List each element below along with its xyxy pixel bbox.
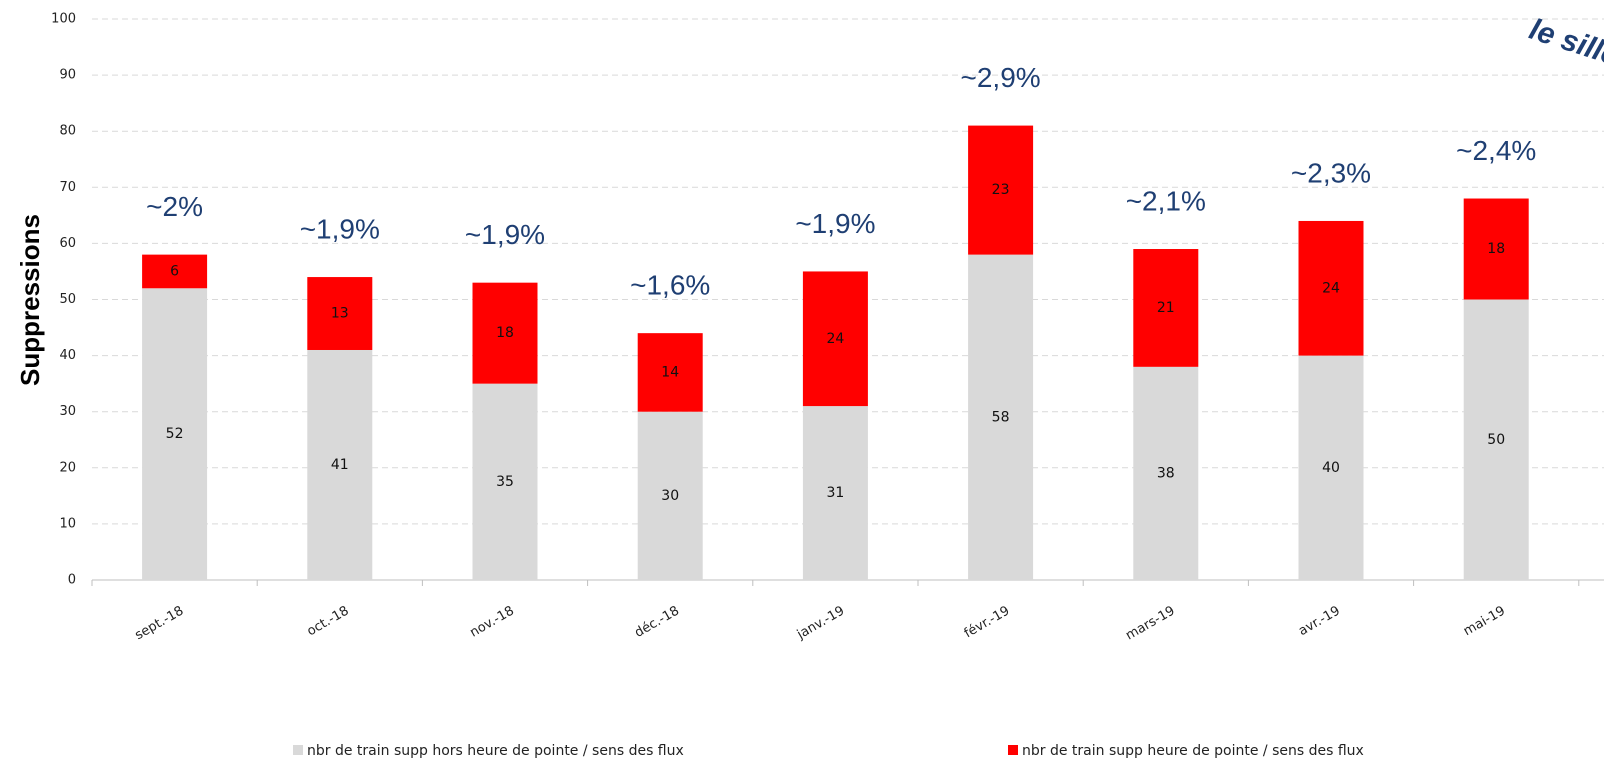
bar-segment <box>1133 249 1199 367</box>
annotation: ~1,9% <box>465 219 545 250</box>
data-label: 52 <box>166 426 184 442</box>
bar-segment <box>142 288 208 580</box>
data-label: 35 <box>496 474 514 490</box>
data-label: 24 <box>1322 280 1340 296</box>
annotation: ~1,9% <box>795 208 875 239</box>
data-label: 13 <box>331 306 349 322</box>
bar-segment <box>802 406 868 580</box>
annotation: ~2,3% <box>1291 157 1371 188</box>
y-tick-label: 0 <box>68 573 76 588</box>
y-tick-label: 100 <box>51 12 76 27</box>
legend-swatch <box>293 745 303 755</box>
y-axis-label: Suppressions <box>15 214 45 386</box>
x-tick-label: janv.-19 <box>794 604 847 643</box>
x-tick-label: nov.-18 <box>467 604 516 641</box>
annotation: ~2% <box>146 191 203 222</box>
x-tick-label: mars-19 <box>1123 604 1177 644</box>
x-tick-label: févr.-19 <box>962 604 1013 642</box>
data-label: 31 <box>826 485 844 501</box>
data-label: 23 <box>992 182 1010 198</box>
x-tick-label: déc.-18 <box>632 604 682 641</box>
bar-segment <box>307 349 373 580</box>
annotation: ~2,4% <box>1456 135 1536 166</box>
bar-segment <box>307 277 373 350</box>
data-label: 40 <box>1322 460 1340 476</box>
bar-segment <box>1463 299 1529 580</box>
data-label: 24 <box>826 331 844 347</box>
bar-segment <box>802 271 868 407</box>
x-tick-label: oct.-18 <box>305 604 352 640</box>
bar-segment <box>968 254 1034 580</box>
legend-label: nbr de train supp hors heure de pointe /… <box>307 743 684 759</box>
data-label: 38 <box>1157 465 1175 481</box>
y-tick-label: 30 <box>59 404 76 419</box>
data-label: 30 <box>661 488 679 504</box>
x-tick-label: avr.-19 <box>1296 604 1343 640</box>
y-tick-label: 40 <box>59 348 76 363</box>
y-tick-label: 10 <box>59 516 76 531</box>
annotation: ~2,9% <box>961 62 1041 93</box>
annotation: ~1,6% <box>630 270 710 301</box>
bar-segment <box>1133 366 1199 580</box>
annotation: ~1,9% <box>300 213 380 244</box>
y-tick-label: 70 <box>59 180 76 195</box>
y-tick-label: 90 <box>59 68 76 83</box>
bar-segment <box>142 254 208 289</box>
data-label: 58 <box>992 409 1010 425</box>
bar-segment <box>637 333 703 412</box>
data-label: 6 <box>170 263 179 279</box>
data-label: 18 <box>1487 241 1505 257</box>
data-label: 50 <box>1487 432 1505 448</box>
data-label: 14 <box>661 364 679 380</box>
bar-segment <box>1463 198 1529 300</box>
legend-swatch <box>1008 745 1018 755</box>
legend-label: nbr de train supp heure de pointe / sens… <box>1022 743 1364 759</box>
bar-segment <box>968 125 1034 255</box>
data-label: 41 <box>331 457 349 473</box>
corner-text: le sillon <box>1525 13 1604 79</box>
y-tick-label: 20 <box>59 460 76 475</box>
annotation: ~2,1% <box>1126 185 1206 216</box>
x-tick-label: mai-19 <box>1461 604 1508 640</box>
bar-segment <box>472 383 538 580</box>
bar-segment <box>637 411 703 580</box>
bar-segment <box>472 282 538 384</box>
x-tick-label: sept.-18 <box>133 604 187 644</box>
y-tick-label: 80 <box>59 124 76 139</box>
bar-segment <box>1298 220 1364 356</box>
y-tick-label: 50 <box>59 292 76 307</box>
data-label: 21 <box>1157 300 1175 316</box>
bar-segment <box>1298 355 1364 580</box>
y-tick-label: 60 <box>59 236 76 251</box>
data-label: 18 <box>496 325 514 341</box>
